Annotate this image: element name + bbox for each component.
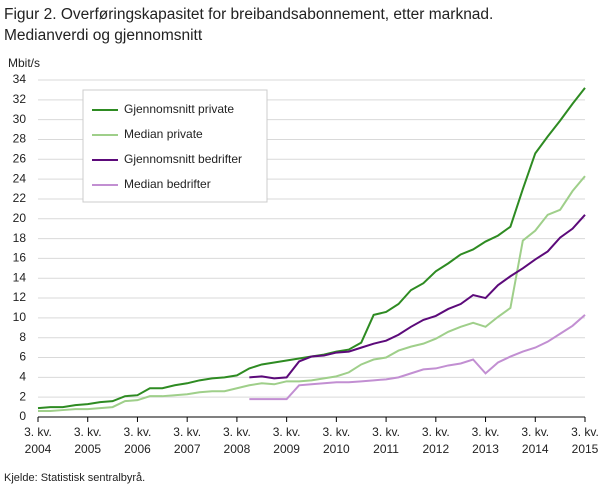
y-tick-label: 12 <box>13 290 27 304</box>
legend-label: Gjennomsnitt bedrifter <box>124 152 242 166</box>
grid <box>38 79 585 418</box>
x-tick-label: 3. kv. 2015 <box>571 425 599 456</box>
x-tick-label: 3. kv. 2005 <box>73 425 102 456</box>
x-tick-label: 3. kv. 2010 <box>322 425 351 456</box>
y-tick-label: 6 <box>19 350 26 364</box>
series-line <box>249 214 586 380</box>
series-line <box>38 175 586 413</box>
y-tick-label: 30 <box>13 112 27 126</box>
y-tick-label: 22 <box>13 191 27 205</box>
series-line <box>249 314 586 401</box>
legend-label: Median bedrifter <box>124 177 211 191</box>
y-tick-label: 8 <box>19 330 26 344</box>
y-axis-label: Mbit/s <box>8 56 40 70</box>
y-tick-label: 10 <box>13 310 27 324</box>
y-tick-label: 34 <box>13 72 27 86</box>
y-tick-label: 26 <box>13 151 27 165</box>
x-tick-label: 3. kv. 2012 <box>421 425 450 456</box>
legend-label: Median private <box>124 127 203 141</box>
y-tick-label: 32 <box>13 92 27 106</box>
y-tick-label: 0 <box>19 409 26 423</box>
chart-title: Figur 2. Overføringskapasitet for breiba… <box>4 6 494 23</box>
legend-box <box>82 89 268 203</box>
x-tick-label: 3. kv. 2006 <box>123 425 152 456</box>
y-tick-label: 2 <box>19 389 26 403</box>
y-tick-label: 24 <box>13 171 27 185</box>
y-tick-label: 4 <box>19 370 26 384</box>
legend-label: Gjennomsnitt private <box>124 102 234 116</box>
y-tick-label: 16 <box>13 251 27 265</box>
source: Kjelde: Statistisk sentralbyrå. <box>4 472 146 484</box>
x-tick-label: 3. kv. 2009 <box>272 425 301 456</box>
x-tick-label: 3. kv. 2011 <box>372 425 400 456</box>
chart-subtitle: Medianverdi og gjennomsnitt <box>4 27 203 44</box>
x-tick-label: 3. kv. 2004 <box>24 425 52 456</box>
y-tick-label: 18 <box>13 231 27 245</box>
x-tick-label: 3. kv. 2013 <box>471 425 500 456</box>
x-tick-label: 3. kv. 2007 <box>173 425 202 456</box>
y-tick-label: 28 <box>13 132 27 146</box>
x-tick-label: 3. kv. 2014 <box>521 425 550 456</box>
y-tick-label: 20 <box>13 211 27 225</box>
x-tick-label: 3. kv. 2008 <box>223 425 251 456</box>
y-tick-label: 14 <box>13 270 27 284</box>
